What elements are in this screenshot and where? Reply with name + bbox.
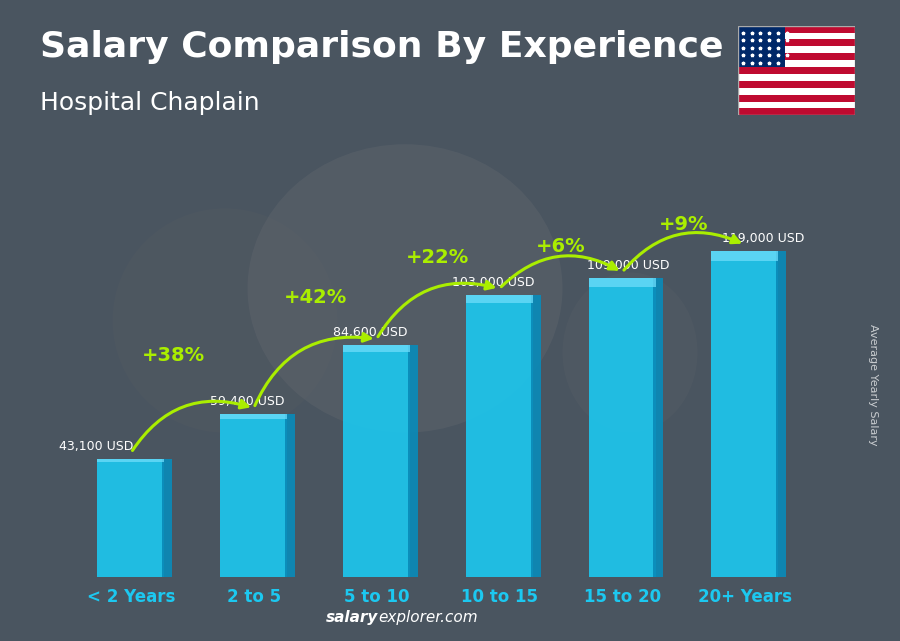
Bar [738,81,855,88]
Bar [738,60,855,67]
Bar [738,53,855,60]
Bar [738,88,855,95]
Text: explorer.com: explorer.com [378,610,478,625]
Bar [589,278,655,577]
Bar [531,295,541,577]
Bar [738,26,855,33]
Bar [738,101,855,108]
Bar [738,67,855,74]
Text: +22%: +22% [406,248,470,267]
Text: Salary Comparison By Experience: Salary Comparison By Experience [40,30,724,64]
Bar [738,108,855,115]
Text: +9%: +9% [659,215,708,235]
Bar [220,414,287,419]
Bar [738,33,855,40]
Bar [162,459,172,577]
Text: 109,000 USD: 109,000 USD [587,259,670,272]
Bar [589,278,655,287]
Bar [408,345,418,577]
Bar [738,40,855,46]
Bar [776,251,786,577]
Bar [738,46,855,53]
Text: 119,000 USD: 119,000 USD [722,232,805,245]
Bar [220,414,287,577]
Bar [738,74,855,81]
Text: 43,100 USD: 43,100 USD [59,440,134,453]
Bar [653,278,663,577]
Bar [711,251,778,577]
Text: +6%: +6% [536,237,586,256]
Bar [97,459,165,577]
Bar [711,251,778,260]
Text: Average Yearly Salary: Average Yearly Salary [868,324,878,445]
Text: salary: salary [326,610,378,625]
Text: +42%: +42% [284,288,346,306]
Bar [285,414,295,577]
Bar [97,459,165,462]
Bar [738,26,785,67]
Bar [466,295,533,303]
Text: Hospital Chaplain: Hospital Chaplain [40,92,260,115]
Text: 103,000 USD: 103,000 USD [452,276,535,288]
Bar [343,345,410,577]
Bar [466,295,533,577]
Bar [343,345,410,352]
Text: 59,400 USD: 59,400 USD [211,395,285,408]
Text: 84,600 USD: 84,600 USD [333,326,408,339]
Bar [738,95,855,101]
Text: +38%: +38% [142,345,205,365]
